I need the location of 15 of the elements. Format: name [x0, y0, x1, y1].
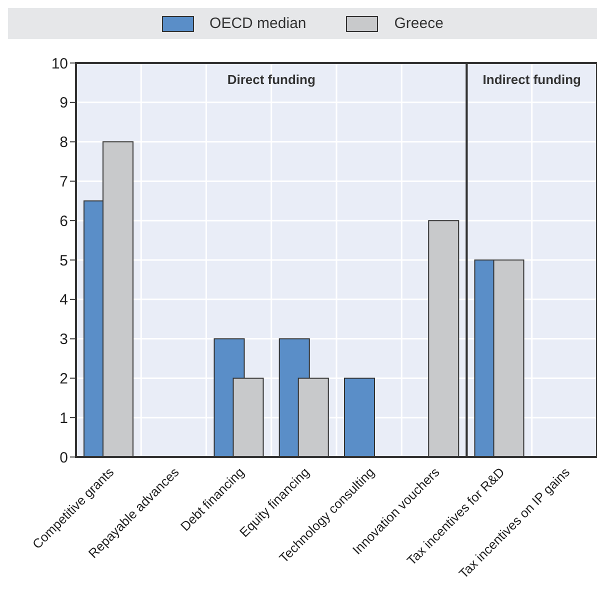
- y-tick-label: 6: [60, 212, 68, 230]
- y-tick-label: 0: [60, 449, 68, 466]
- y-tick-label: 7: [60, 174, 68, 191]
- y-tick-label: 1: [60, 410, 68, 427]
- y-tick-label: 5: [60, 252, 68, 270]
- band-label: Indirect funding: [482, 72, 582, 88]
- y-tick-label: 2: [60, 370, 68, 388]
- y-tick-label: 8: [60, 134, 68, 152]
- legend-label: OECD median: [210, 15, 306, 32]
- y-tick-label: 10: [51, 55, 68, 72]
- y-tick-label: 3: [60, 331, 68, 348]
- y-tick-label: 9: [60, 94, 68, 112]
- band-label: Direct funding: [227, 72, 316, 88]
- y-tick-label: 4: [60, 292, 68, 309]
- legend-label: Greece: [394, 15, 444, 32]
